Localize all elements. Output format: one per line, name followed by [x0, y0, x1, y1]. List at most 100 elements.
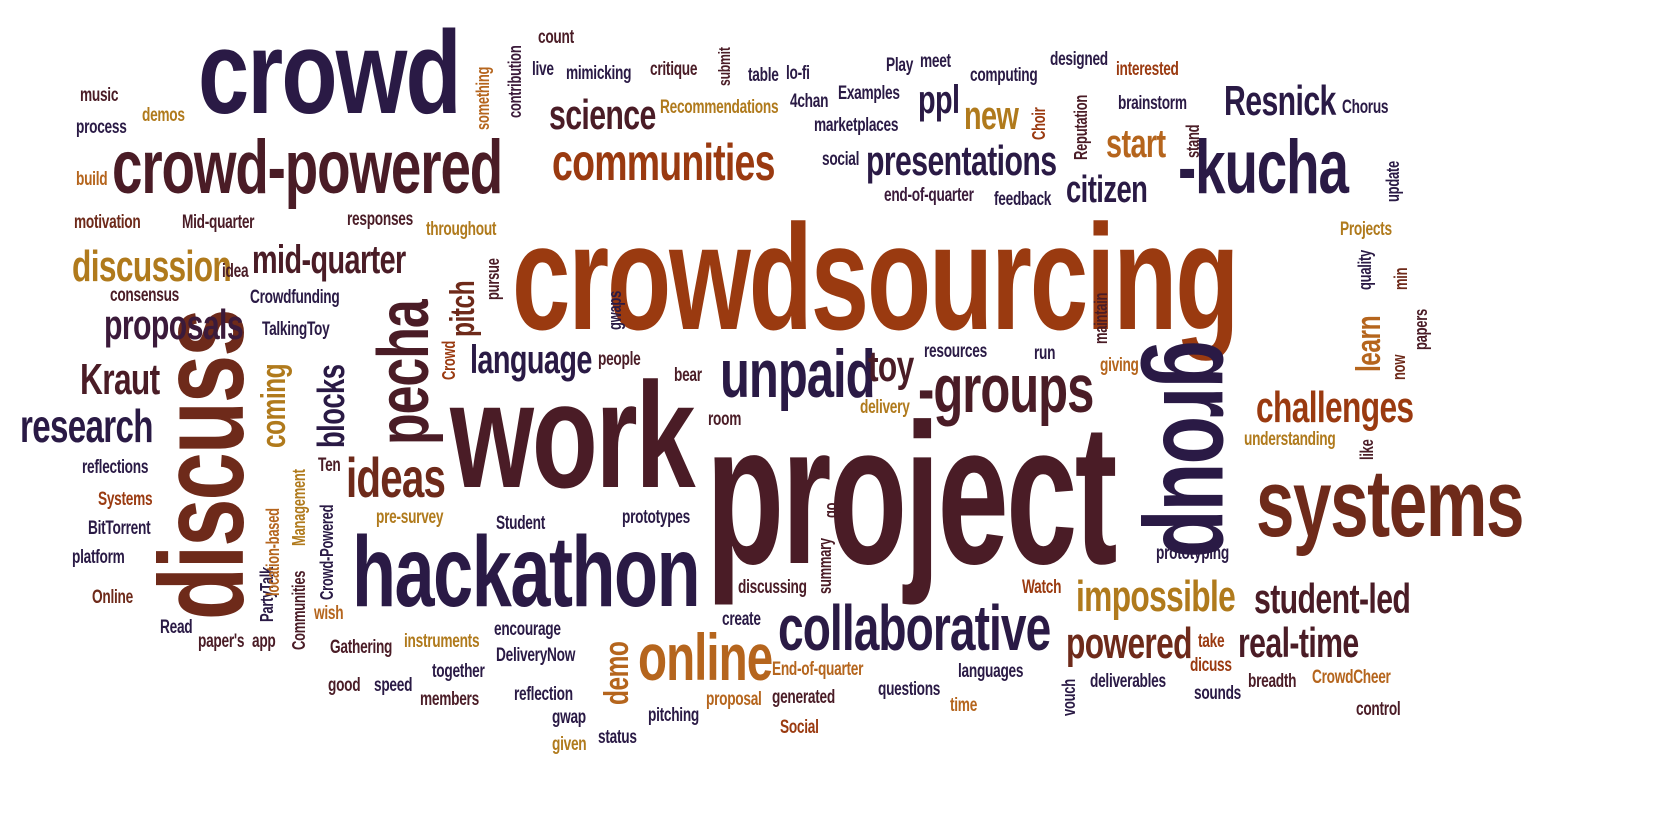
- word-computing: computing: [970, 65, 1038, 86]
- word-bittorrent: BitTorrent: [88, 518, 151, 539]
- word-maintain: maintain: [1091, 292, 1111, 344]
- word-interested: interested: [1116, 59, 1179, 80]
- word-go: go: [821, 502, 841, 518]
- word-understanding: understanding: [1244, 429, 1336, 450]
- word-live: live: [532, 59, 554, 80]
- word-kraut: Kraut: [80, 355, 160, 404]
- word-systems-cap: Systems: [98, 489, 153, 510]
- word-play: Play: [886, 55, 914, 76]
- word-unpaid: unpaid: [720, 336, 876, 412]
- word-deliverables: deliverables: [1090, 671, 1166, 692]
- word-discussion: discussion: [72, 242, 232, 291]
- word-gathering: Gathering: [330, 637, 393, 658]
- word-update: update: [1383, 161, 1403, 202]
- word-mid-quarter-cap: Mid-quarter: [182, 212, 255, 233]
- word-social: social: [822, 149, 860, 170]
- word-breadth: breadth: [1248, 671, 1297, 692]
- word-crowdsourcing: crowdsourcing: [512, 193, 1239, 361]
- word-location-based: location-based: [263, 508, 283, 596]
- word-management: Management: [289, 469, 309, 546]
- word-learn: learn: [1350, 315, 1388, 372]
- word-communities-cap: Communities: [289, 570, 309, 650]
- word-crowdfunding: Crowdfunding: [250, 287, 340, 308]
- word-take: take: [1198, 631, 1225, 652]
- word-chorus: Chorus: [1342, 97, 1389, 118]
- word-projects: Projects: [1340, 219, 1392, 240]
- word-room: room: [708, 409, 742, 430]
- word-choir: Choir: [1029, 107, 1049, 140]
- word-blocks: blocks: [311, 364, 353, 448]
- word-music: music: [80, 85, 119, 106]
- word-questions: questions: [878, 679, 941, 700]
- word-communities: communities: [552, 134, 775, 192]
- word-crowd-small: Crowd: [439, 340, 459, 380]
- word-critique: critique: [650, 59, 698, 80]
- word-lofi: lo-fi: [786, 63, 810, 84]
- word-talkingtoy: TalkingToy: [262, 319, 330, 340]
- word-challenges: challenges: [1256, 383, 1414, 432]
- word-control: control: [1356, 699, 1401, 720]
- word-vouch: vouch: [1059, 679, 1079, 716]
- word-pre-survey: pre-survey: [376, 507, 444, 528]
- word-pitching: pitching: [648, 705, 700, 726]
- word-build: build: [76, 169, 108, 190]
- word-hackathon: hackathon: [352, 516, 701, 628]
- word-together: together: [432, 661, 485, 682]
- word-designed: designed: [1050, 49, 1108, 70]
- word-presentations: presentations: [866, 137, 1057, 184]
- word-deliverynow: DeliveryNow: [496, 645, 576, 666]
- word-reputation: Reputation: [1071, 94, 1091, 160]
- word-papers: papers: [1411, 309, 1431, 350]
- word-create: create: [722, 609, 761, 630]
- word-mid-quarter: mid-quarter: [252, 238, 406, 282]
- word-crowd: crowd: [198, 7, 462, 139]
- word-science: science: [549, 91, 656, 138]
- word-pursue: pursue: [483, 258, 503, 300]
- word-good: good: [328, 675, 361, 696]
- word-dicuss: dicuss: [1190, 655, 1232, 676]
- word-collaborative: collaborative: [778, 592, 1051, 664]
- word-bear: bear: [674, 365, 702, 386]
- word-discussing: discussing: [738, 577, 807, 598]
- word-members: members: [420, 689, 479, 710]
- word-sounds: sounds: [1194, 683, 1242, 704]
- word-read: Read: [160, 617, 193, 638]
- word-speed: speed: [374, 675, 413, 696]
- word-quality: quality: [1355, 250, 1375, 290]
- word-app: app: [252, 631, 276, 652]
- word-meet: meet: [920, 51, 951, 72]
- word-languages: languages: [958, 661, 1024, 682]
- word-student-led: student-led: [1254, 575, 1411, 622]
- word-demos: demos: [142, 105, 185, 126]
- word-platform: platform: [72, 547, 125, 568]
- word-feedback: feedback: [994, 189, 1052, 210]
- word-count: count: [538, 27, 574, 48]
- word-consensus: consensus: [110, 285, 180, 306]
- word-reflections: reflections: [82, 457, 149, 478]
- word-motivation: motivation: [74, 212, 141, 233]
- word-submit: submit: [715, 47, 734, 86]
- word-resnick: Resnick: [1224, 77, 1336, 124]
- word-encourage: encourage: [494, 619, 561, 640]
- word-idea: idea: [222, 261, 249, 282]
- word-gwaps: gwaps: [605, 290, 625, 330]
- word-social-cap: Social: [780, 717, 819, 738]
- word-run: run: [1034, 343, 1056, 364]
- word-coming: coming: [255, 363, 293, 448]
- word-end-of-quarter: end-of-quarter: [884, 185, 974, 206]
- word-gwap: gwap: [552, 707, 586, 728]
- word-systems: systems: [1256, 450, 1524, 557]
- word-giving: giving: [1100, 355, 1139, 376]
- word-work: work: [450, 351, 696, 519]
- word-ten: Ten: [318, 455, 341, 476]
- word-discuss: discuss: [135, 310, 269, 620]
- word-time: time: [950, 695, 978, 716]
- word-crowd-powered: crowd-powered: [112, 125, 503, 210]
- word-reflection: reflection: [514, 684, 573, 705]
- word-impossible: impossible: [1076, 572, 1236, 621]
- word-real-time: real-time: [1238, 619, 1359, 666]
- word-start: start: [1106, 122, 1166, 166]
- word-new: new: [964, 94, 1019, 138]
- word-ppl: ppl: [918, 78, 960, 122]
